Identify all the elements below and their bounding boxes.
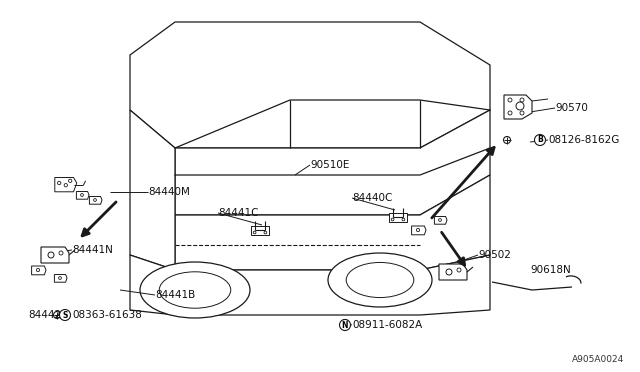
Polygon shape [130,255,175,315]
Ellipse shape [59,277,61,279]
Polygon shape [130,110,175,270]
Polygon shape [412,226,426,235]
Ellipse shape [68,179,72,182]
Polygon shape [55,177,77,192]
Polygon shape [76,192,89,199]
Polygon shape [175,175,490,270]
Text: 90570: 90570 [555,103,588,113]
Polygon shape [389,213,407,222]
Ellipse shape [446,269,452,275]
Ellipse shape [438,219,442,221]
Ellipse shape [391,218,394,221]
Ellipse shape [520,98,524,102]
Ellipse shape [328,253,432,307]
Ellipse shape [48,252,54,258]
Ellipse shape [159,272,231,308]
Polygon shape [54,275,67,282]
Text: 84442: 84442 [28,310,61,320]
Text: 84441B: 84441B [155,290,195,300]
Text: 08363-61638: 08363-61638 [72,310,142,320]
Ellipse shape [81,193,83,196]
Polygon shape [41,247,69,263]
Text: 90618N: 90618N [530,265,571,275]
Ellipse shape [54,311,61,318]
Ellipse shape [342,320,349,327]
Ellipse shape [253,231,256,234]
Ellipse shape [417,228,420,232]
Ellipse shape [520,111,524,115]
Ellipse shape [64,183,67,187]
Circle shape [534,135,545,145]
Polygon shape [175,255,490,315]
Text: 84440C: 84440C [352,193,392,203]
Text: 08126-8162G: 08126-8162G [548,135,620,145]
Text: S: S [62,311,68,320]
Polygon shape [90,196,102,204]
Polygon shape [130,22,490,148]
Ellipse shape [504,137,511,144]
Text: 08911-6082A: 08911-6082A [352,320,422,330]
Ellipse shape [508,98,512,102]
Ellipse shape [93,199,97,201]
Text: N: N [342,321,348,330]
Text: 90502: 90502 [478,250,511,260]
Text: 90510E: 90510E [310,160,349,170]
Polygon shape [251,226,269,235]
Text: 84441N: 84441N [72,245,113,255]
Polygon shape [435,217,447,224]
Circle shape [339,320,351,330]
Circle shape [60,310,70,321]
Text: A905A0024: A905A0024 [572,356,624,365]
Polygon shape [504,95,532,119]
Ellipse shape [402,218,404,221]
Ellipse shape [457,268,461,272]
Text: 84441C: 84441C [218,208,259,218]
Polygon shape [31,266,46,275]
Ellipse shape [516,102,524,110]
Ellipse shape [36,269,40,272]
Ellipse shape [59,251,63,255]
Ellipse shape [346,263,414,298]
Ellipse shape [264,231,267,234]
Polygon shape [175,110,490,215]
Text: B: B [537,135,543,144]
Ellipse shape [58,181,61,185]
Ellipse shape [140,262,250,318]
Ellipse shape [508,111,512,115]
Polygon shape [439,264,467,280]
Text: 84440M: 84440M [148,187,190,197]
